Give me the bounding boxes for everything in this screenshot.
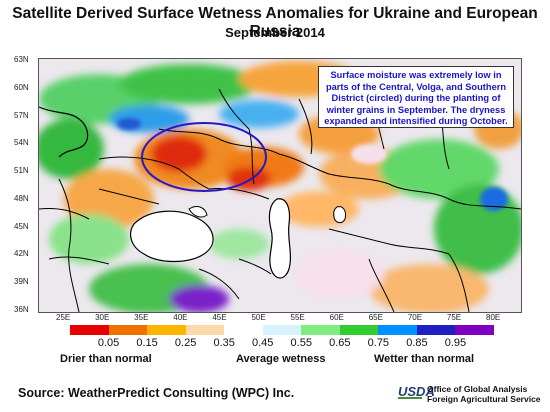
- longitude-label: 55E: [290, 313, 305, 322]
- legend-color-bar: [70, 325, 495, 335]
- legend-swatch: [378, 325, 417, 335]
- source-credit: Source: WeatherPredict Consulting (WPC) …: [18, 386, 295, 400]
- highlight-circle: [141, 122, 267, 192]
- usda-logo: USDA: [398, 384, 435, 399]
- longitude-label: 45E: [212, 313, 227, 322]
- legend-swatch: [416, 325, 456, 335]
- legend-swatch: [185, 325, 225, 335]
- latitude-label: 54N: [14, 138, 29, 148]
- legend-caption-average: Average wetness: [236, 353, 326, 365]
- legend-value: 0.85: [406, 337, 428, 349]
- longitude-label: 80E: [486, 313, 501, 322]
- legend-swatch: [224, 325, 263, 335]
- legend-caption-wet: Wetter than normal: [374, 353, 475, 365]
- longitude-label: 70E: [407, 313, 423, 322]
- usda-logo-swoosh: [398, 397, 422, 399]
- admin-borders: [39, 88, 521, 312]
- legend-swatch: [455, 325, 495, 335]
- agency-line-2: Foreign Agricultural Service: [427, 394, 541, 404]
- latitude-label: 36N: [14, 305, 29, 314]
- legend-value: 0.05: [97, 337, 120, 349]
- legend-caption-dry: Drier than normal: [60, 353, 152, 365]
- latitude-label: 45N: [14, 221, 29, 231]
- legend-swatch: [339, 325, 379, 335]
- legend-swatch: [262, 325, 302, 335]
- latitude-label: 42N: [14, 249, 29, 259]
- legend-value: 0.15: [136, 337, 158, 349]
- longitude-label: 30E: [95, 313, 110, 322]
- annotation-callout: Surface moisture was extremely low in pa…: [318, 66, 514, 128]
- longitude-label: 65E: [368, 313, 383, 322]
- legend-value: 0.25: [174, 337, 197, 349]
- latitude-label: 48N: [14, 193, 29, 203]
- agency-name: Office of Global Analysis Foreign Agricu…: [427, 384, 541, 404]
- latitude-label: 60N: [14, 82, 29, 92]
- longitude-label: 35E: [134, 313, 149, 322]
- latitude-label: 39N: [14, 277, 29, 287]
- map-title: Satellite Derived Surface Wetness Anomal…: [12, 5, 538, 40]
- legend-swatch: [108, 325, 148, 335]
- agency-line-1: Office of Global Analysis: [427, 384, 528, 394]
- legend-value: 0.75: [367, 337, 390, 349]
- latitude-label: 51N: [14, 166, 29, 176]
- legend-value: 0.35: [213, 337, 235, 349]
- caspian-sea: [268, 198, 292, 279]
- latitude-label: 57N: [14, 110, 29, 120]
- latitude-label: 63N: [14, 55, 29, 64]
- legend-swatch: [70, 325, 109, 335]
- black-sea: [130, 210, 214, 263]
- legend-swatch: [147, 325, 186, 335]
- longitude-label: 40E: [173, 313, 188, 322]
- legend-value: 0.55: [290, 337, 312, 349]
- legend-value: 0.95: [444, 337, 467, 349]
- map-subtitle: September 2014: [225, 25, 325, 40]
- longitude-label: 75E: [446, 313, 462, 322]
- legend-swatch: [301, 325, 340, 335]
- longitude-label: 60E: [329, 313, 344, 322]
- longitude-label: 25E: [56, 313, 71, 322]
- longitude-label: 50E: [251, 313, 266, 322]
- legend-value: 0.45: [252, 337, 274, 349]
- legend-value: 0.65: [329, 337, 351, 349]
